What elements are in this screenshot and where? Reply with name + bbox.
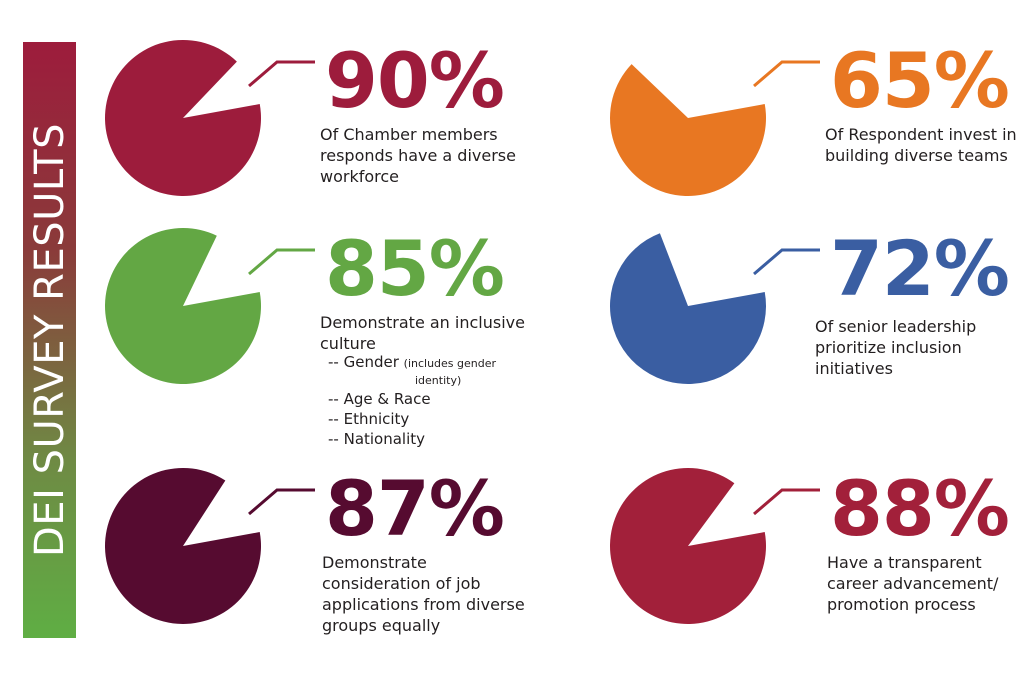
description-line: groups equally xyxy=(322,616,441,635)
stat-percentage: 85% xyxy=(325,224,505,313)
pointer-line xyxy=(753,60,820,88)
pie-slice xyxy=(610,233,766,384)
description-line: responds have a diverse xyxy=(320,146,516,165)
pie-chart xyxy=(610,468,820,624)
description-line: workforce xyxy=(320,167,400,186)
description-line: applications from diverse xyxy=(322,595,525,614)
pie-slice xyxy=(105,228,261,384)
stat-card: 87% Demonstrate consideration of job app… xyxy=(105,468,545,648)
sub-item-note: (includes gender xyxy=(403,357,497,370)
pie-chart xyxy=(105,468,315,624)
description-line: promotion process xyxy=(827,595,976,614)
sub-item-label: -- Gender xyxy=(328,353,399,371)
stat-percentage: 87% xyxy=(325,464,505,553)
title-banner: DEI SURVEY RESULTS xyxy=(23,42,76,638)
stat-percentage: 72% xyxy=(830,224,1010,313)
stat-description: Of Chamber members responds have a diver… xyxy=(320,124,516,187)
stat-description: Have a transparent career advancement/ p… xyxy=(827,552,998,615)
pointer-line xyxy=(753,248,820,276)
description-line: building diverse teams xyxy=(825,146,1008,165)
stat-percentage: 90% xyxy=(325,36,505,125)
pie-slice xyxy=(105,40,261,196)
description-line: career advancement/ xyxy=(827,574,999,593)
banner-title: DEI SURVEY RESULTS xyxy=(26,123,73,557)
description-line: Demonstrate an inclusive xyxy=(320,313,525,332)
pie-chart xyxy=(610,233,820,384)
stat-card: 72% Of senior leadership prioritize incl… xyxy=(610,228,1024,398)
sub-item: -- Nationality xyxy=(328,430,426,448)
pie-chart xyxy=(105,228,315,384)
pie-slice xyxy=(105,468,261,624)
sub-item: -- Gender (includes gender xyxy=(328,352,496,374)
stat-description: Of senior leadership prioritize inclusio… xyxy=(815,316,976,379)
pie-slice xyxy=(610,64,766,196)
stat-description: Demonstrate consideration of job applica… xyxy=(322,552,525,636)
sub-item: -- Age & Race xyxy=(328,390,431,408)
pointer-line xyxy=(248,248,315,276)
description-line: Of Chamber members xyxy=(320,125,498,144)
pointer-line xyxy=(248,60,315,88)
description-line: Of senior leadership xyxy=(815,317,977,336)
description-line: Of Respondent invest in xyxy=(825,125,1017,144)
description-line: prioritize inclusion xyxy=(815,338,962,357)
pie-slice xyxy=(610,468,766,624)
description-line: culture xyxy=(320,334,376,353)
pointer-line xyxy=(248,488,315,516)
stat-percentage: 65% xyxy=(830,36,1010,125)
description-line: Have a transparent xyxy=(827,553,982,572)
pie-chart xyxy=(105,40,315,196)
description-line: initiatives xyxy=(815,359,893,378)
description-line: consideration of job xyxy=(322,574,481,593)
sub-item-note-cont: identity) xyxy=(415,374,462,387)
stat-card: 88% Have a transparent career advancemen… xyxy=(610,468,1024,638)
stat-card: 85% Demonstrate an inclusive culture -- … xyxy=(105,228,545,453)
stat-card: 90% Of Chamber members responds have a d… xyxy=(105,40,545,210)
description-line: Demonstrate xyxy=(322,553,427,572)
stat-card: 65% Of Respondent invest in building div… xyxy=(610,40,1024,210)
pointer-line xyxy=(753,488,820,516)
stat-percentage: 88% xyxy=(830,464,1010,553)
pie-chart xyxy=(610,60,820,196)
sub-item: -- Ethnicity xyxy=(328,410,410,428)
stat-description: Demonstrate an inclusive culture xyxy=(320,312,525,354)
stat-description: Of Respondent invest in building diverse… xyxy=(825,124,1017,166)
